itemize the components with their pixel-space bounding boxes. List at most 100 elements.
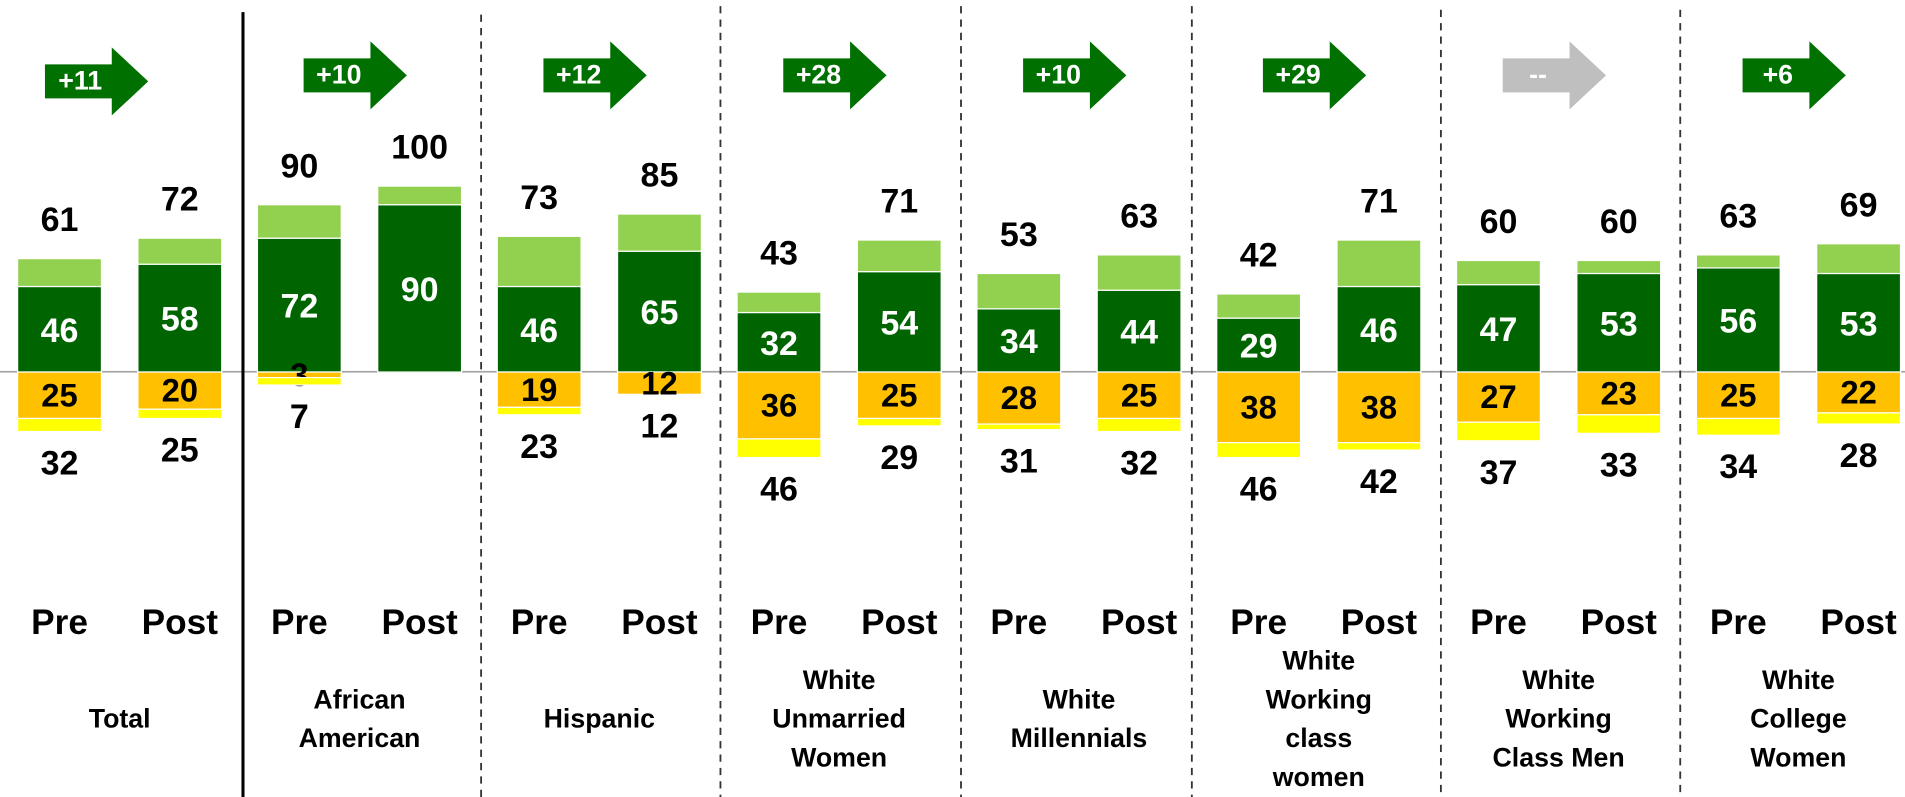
total-label: 43 [760, 235, 798, 273]
value-label: 28 [1001, 379, 1037, 416]
total-label: 46 [760, 471, 798, 509]
total-label: 72 [161, 181, 199, 219]
category-label: Post [1820, 603, 1897, 642]
bar-segment [976, 371, 1062, 425]
bar-segment [1576, 259, 1662, 275]
change-arrow [1742, 41, 1846, 110]
bar-segment [137, 237, 223, 265]
bar-segment [1096, 254, 1182, 291]
bar-segment [1216, 293, 1302, 319]
value-label: 46 [1360, 312, 1398, 350]
value-label: 65 [641, 294, 679, 332]
total-label: 63 [1120, 197, 1158, 235]
change-label: +28 [796, 60, 841, 90]
bar-segment [976, 423, 1062, 431]
category-label: Pre [1470, 603, 1527, 642]
group-label-box: White Working Class Men [1492, 664, 1625, 773]
value-label: 44 [1120, 314, 1158, 352]
value-label: 46 [41, 312, 79, 350]
bar-segment [1816, 371, 1902, 414]
bar-segment [1096, 289, 1182, 373]
group-label: White College Women [1750, 664, 1847, 773]
category-label: Post [1581, 603, 1658, 642]
bar-segment [1336, 285, 1422, 373]
value-label: 3 [290, 356, 308, 393]
group-label-box: White Unmarried Women [772, 664, 906, 773]
category-label: Post [621, 603, 698, 642]
bar-segment [1816, 412, 1902, 425]
value-label: 47 [1480, 311, 1518, 349]
group-label-box: White Millennials [1010, 684, 1148, 754]
total-label: 60 [1480, 203, 1518, 241]
value-label: 12 [641, 364, 677, 401]
value-label: 46 [520, 312, 558, 350]
bar-segment [1695, 254, 1781, 269]
value-label: 32 [760, 325, 798, 363]
group-label: White Working Class Men [1492, 664, 1625, 773]
bar-segment [137, 408, 223, 420]
total-label: 46 [1240, 471, 1278, 509]
value-label: 20 [162, 372, 198, 409]
bar-segment [856, 371, 942, 420]
bar-segment [17, 285, 103, 373]
total-label: 32 [1120, 444, 1158, 482]
category-label: Post [1341, 603, 1418, 642]
value-label: 34 [1000, 323, 1038, 361]
value-label: 27 [1480, 378, 1516, 415]
value-label: 38 [1361, 388, 1397, 425]
group-label-box: White Working class women [1265, 645, 1373, 793]
change-label: +6 [1763, 60, 1793, 90]
value-label: 38 [1240, 388, 1276, 425]
change-arrow [543, 41, 647, 110]
bar-segment [1576, 371, 1662, 416]
bar-segment [1096, 371, 1182, 420]
total-label: 37 [1480, 454, 1518, 492]
bar-segment [1695, 371, 1781, 420]
value-label: 19 [521, 371, 557, 408]
bar-segment [1576, 272, 1662, 373]
value-label: 36 [761, 387, 797, 424]
change-label: +29 [1275, 60, 1320, 90]
bar-segment [736, 438, 822, 459]
bar-segment [1695, 417, 1781, 436]
category-label: Post [142, 603, 219, 642]
bar-segment [736, 291, 822, 314]
bar-segment [736, 371, 822, 440]
value-label: 29 [1240, 328, 1278, 366]
bar-segment [256, 376, 342, 386]
bar-segment [377, 204, 463, 373]
category-label: Pre [1230, 603, 1287, 642]
category-label: Pre [511, 603, 568, 642]
bar-segment [1816, 243, 1902, 275]
bar-segment [1695, 267, 1781, 373]
group-label: African American [298, 684, 421, 754]
value-label: 25 [1121, 376, 1157, 413]
group-label: White Unmarried Women [772, 664, 906, 773]
total-label: 33 [1600, 446, 1638, 484]
category-label: Pre [1710, 603, 1767, 642]
bar-segment [616, 213, 702, 252]
bar-segment [496, 406, 582, 416]
bar-segment [1336, 371, 1422, 444]
bar-segment [1216, 371, 1302, 444]
bar-segment [377, 185, 463, 206]
group-label: White Millennials [1010, 684, 1148, 754]
bar-segment [616, 371, 702, 395]
group-label: White Working class women [1265, 645, 1373, 793]
bar-segment [856, 239, 942, 273]
bar-segment [1455, 259, 1542, 286]
total-label: 60 [1600, 203, 1638, 241]
value-label: 25 [41, 376, 77, 413]
value-label: 53 [1600, 305, 1638, 343]
value-label: 54 [880, 304, 918, 342]
change-label: +10 [1036, 60, 1081, 90]
group-label-box: White College Women [1750, 664, 1847, 773]
value-label: 53 [1840, 305, 1878, 343]
total-label: 12 [641, 407, 679, 445]
group-label: Hispanic [543, 703, 656, 734]
total-label: 7 [290, 398, 309, 436]
total-label: 42 [1240, 236, 1278, 274]
total-label: 23 [520, 428, 558, 466]
total-label: 53 [1000, 216, 1038, 254]
